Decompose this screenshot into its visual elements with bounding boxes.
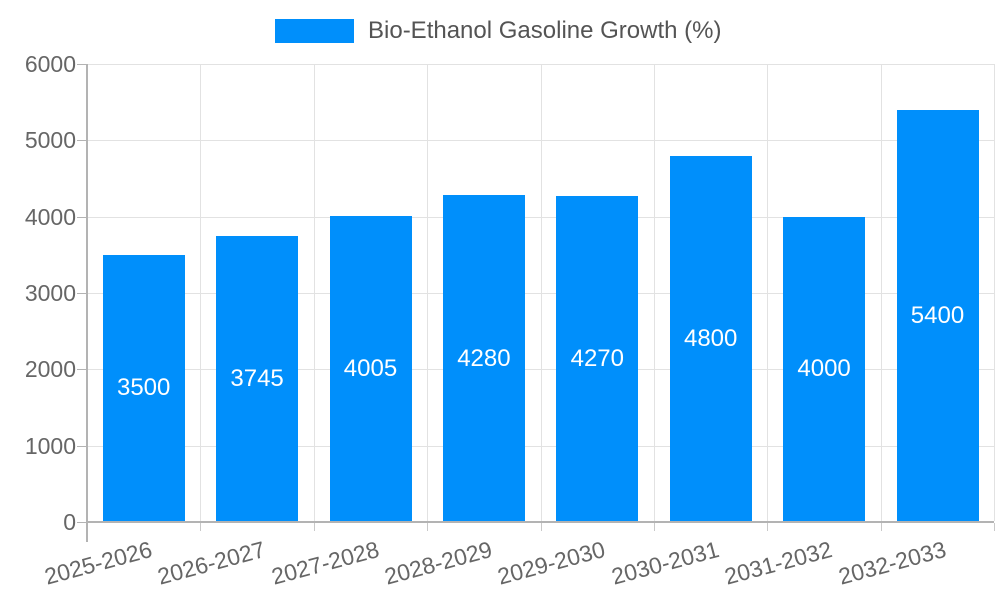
bar-2027-2028[interactable] (329, 216, 412, 521)
y-axis-tick (77, 445, 87, 447)
bar-value-label: 4000 (797, 355, 851, 383)
y-axis-tick (77, 64, 87, 65)
y-axis-tick (77, 369, 87, 371)
bar-2030-2031[interactable] (669, 155, 752, 521)
y-tick-label: 5000 (24, 127, 76, 154)
bar-value-label: 3500 (116, 374, 171, 402)
y-tick-label: 4000 (24, 203, 76, 230)
x-axis-tick (313, 523, 315, 531)
gridline-vertical (994, 64, 996, 521)
chart-legend[interactable]: Bio-Ethanol Gasoline Growth (%) (275, 17, 721, 45)
y-tick-label: 1000 (24, 432, 76, 459)
x-axis-tick (200, 523, 202, 531)
y-tick-label: 2000 (24, 356, 76, 383)
bar-2032-2033[interactable] (896, 109, 979, 521)
bar-value-label: 4280 (457, 344, 511, 372)
gridline-vertical (313, 64, 315, 521)
y-axis-tick (77, 140, 87, 142)
bar-2028-2029[interactable] (442, 195, 525, 521)
x-axis-tick (767, 523, 769, 531)
gridline-vertical (767, 64, 769, 521)
bar-value-label: 5400 (910, 301, 965, 329)
bar-value-label: 4005 (343, 355, 398, 383)
x-axis-tick (880, 523, 882, 531)
y-axis-tick (77, 216, 87, 218)
y-tick-label: 3000 (24, 280, 76, 306)
gridline-vertical (654, 64, 655, 521)
x-axis-tick (654, 523, 655, 531)
bar-value-label: 3745 (230, 365, 284, 393)
bar-2029-2030[interactable] (556, 196, 639, 521)
gridline-vertical (540, 64, 542, 521)
bar-2031-2032[interactable] (783, 216, 866, 521)
bar-2025-2026[interactable] (102, 254, 185, 521)
gridline-vertical (200, 64, 202, 521)
x-axis-tick (994, 523, 996, 531)
x-axis-tick (540, 523, 542, 531)
bar-value-label: 4800 (683, 324, 738, 352)
y-tick-label: 6000 (24, 51, 76, 77)
gridline-vertical (427, 64, 429, 521)
x-axis-tick (427, 523, 429, 531)
y-axis-line (86, 64, 88, 542)
bar-2026-2027[interactable] (216, 236, 299, 521)
legend-swatch-icon[interactable] (275, 19, 354, 43)
y-tick-label: 0 (63, 509, 76, 535)
bar-value-label: 4270 (570, 345, 624, 373)
y-axis-tick (77, 293, 87, 294)
x-axis-line (87, 521, 995, 523)
legend-series-label[interactable]: Bio-Ethanol Gasoline Growth (%) (368, 17, 722, 44)
y-axis-tick (77, 522, 87, 523)
gridline-vertical (880, 64, 882, 521)
